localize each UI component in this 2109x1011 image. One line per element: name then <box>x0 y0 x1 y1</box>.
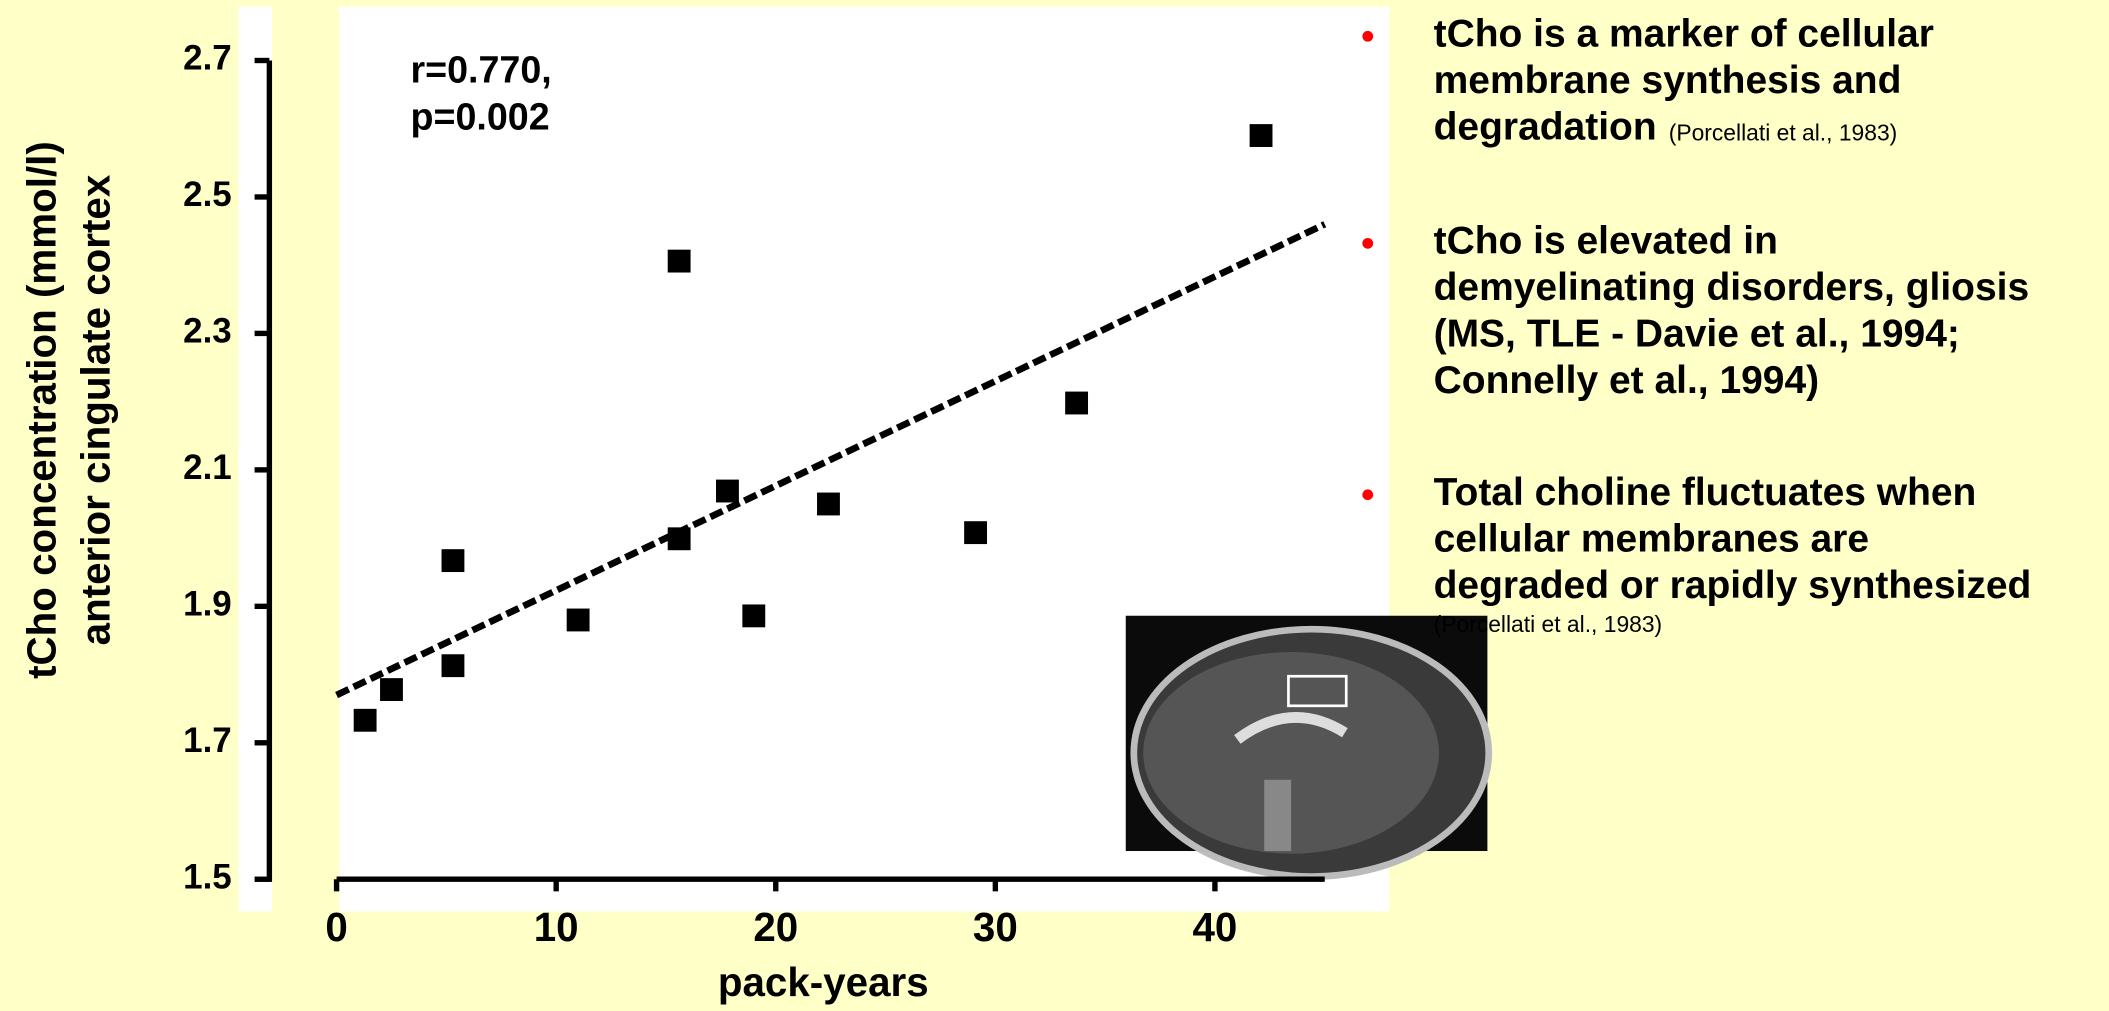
data-point <box>716 479 739 503</box>
y-tick-label: 1.5 <box>183 857 232 896</box>
bullet-text: degraded or rapidly synthesized <box>1434 564 2032 607</box>
x-tick-label: 20 <box>753 904 798 950</box>
bullet-text: Total choline fluctuates when <box>1434 471 1977 514</box>
data-point <box>667 527 691 551</box>
y-tick-label: 2.5 <box>183 175 232 214</box>
bullet-dot <box>1362 30 1374 42</box>
data-point <box>441 654 465 678</box>
y-tick-label: 1.9 <box>183 585 232 624</box>
annotation: r=0.770, <box>411 49 552 91</box>
bullet-text: tCho is a marker of cellular <box>1434 13 1934 56</box>
y-tick-label: 1.7 <box>183 721 232 760</box>
y-axis-label: tCho concentration (mmol/l) <box>19 141 65 679</box>
x-axis-label: pack-years <box>718 959 929 1005</box>
y-axis-label: anterior cingulate cortex <box>72 174 118 645</box>
citation: (Porcellati et al., 1983) <box>1669 119 1898 145</box>
data-point <box>380 678 403 701</box>
data-point <box>964 521 988 545</box>
bullet-text: degradation <box>1434 105 1657 148</box>
plot-panel-strip <box>238 6 273 912</box>
x-tick-label: 40 <box>1193 904 1238 950</box>
bullet-text: tCho is elevated in <box>1434 220 1778 263</box>
bullet-text: membrane synthesis and <box>1434 59 1902 102</box>
x-tick-label: 10 <box>534 904 579 950</box>
data-point <box>1249 124 1273 147</box>
trend-line <box>335 221 1327 699</box>
citation: (Porcellati et al., 1983) <box>1434 611 1663 637</box>
bullet-text: (MS, TLE - Davie et al., 1994; <box>1434 312 1960 355</box>
bullet-text: demyelinating disorders, gliosis <box>1434 266 2030 309</box>
bullet-dot <box>1362 237 1374 249</box>
x-tick-label: 0 <box>325 904 347 950</box>
brain-image <box>1125 615 1493 880</box>
data-point <box>1065 391 1089 415</box>
data-point <box>566 608 590 632</box>
data-point <box>667 249 691 273</box>
y-tick-label: 2.3 <box>183 312 232 351</box>
bullet-text: cellular membranes are <box>1434 517 1869 560</box>
data-point <box>817 492 840 516</box>
bullet-dot <box>1362 489 1374 501</box>
x-tick-label: 30 <box>973 904 1018 950</box>
data-point <box>353 708 377 732</box>
data-point <box>441 549 465 573</box>
annotation: p=0.002 <box>411 96 550 138</box>
data-point <box>742 604 766 628</box>
bullet-text: Connelly et al., 1994) <box>1434 359 1820 402</box>
y-tick-label: 2.7 <box>183 39 232 78</box>
y-tick-label: 2.1 <box>183 448 232 487</box>
